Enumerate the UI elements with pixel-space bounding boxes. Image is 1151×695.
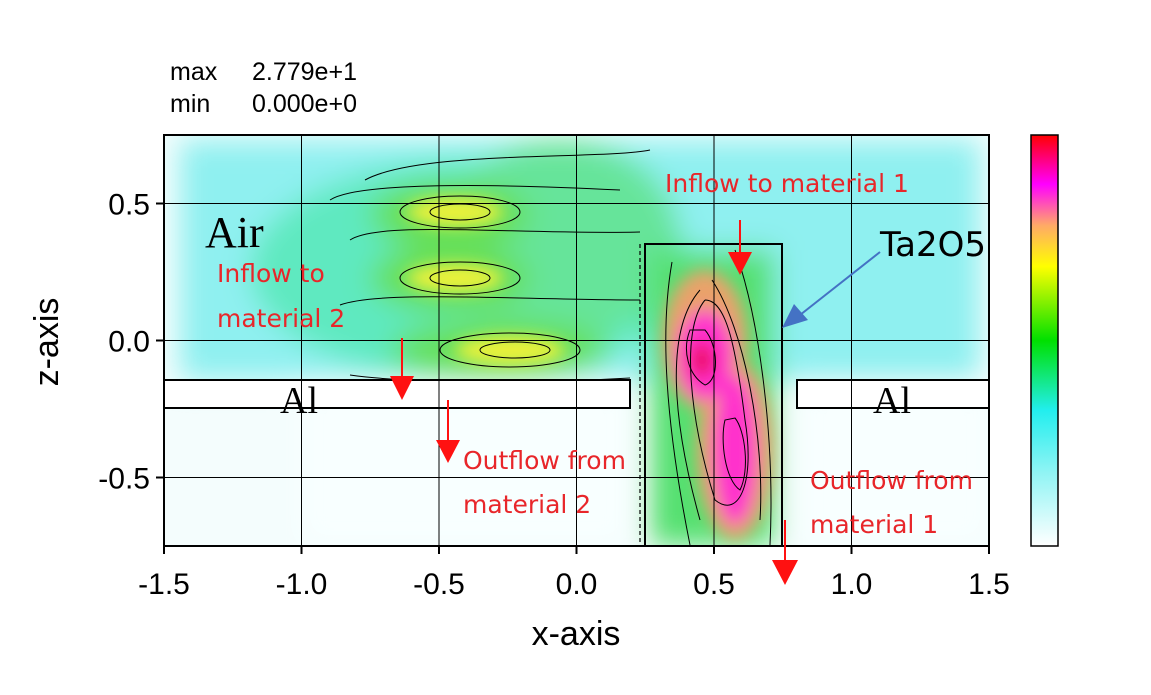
inflow-material-2-arrow <box>390 338 414 400</box>
min-row: min 0.000e+0 <box>170 90 357 119</box>
min-value: 0.000e+0 <box>252 90 357 118</box>
inflow-material-2-label-line1: Inflow to <box>217 259 325 288</box>
outflow-material-2-arrow <box>436 400 460 463</box>
air-label: Air <box>205 208 264 257</box>
x-tick-label: -1.0 <box>276 568 328 601</box>
outflow-material-1-label-line1: Outflow from <box>810 466 973 495</box>
x-axis-label: x-axis <box>532 615 621 653</box>
max-row: max 2.779e+1 <box>170 58 357 87</box>
outflow-material-2-label-line1: Outflow from <box>463 446 626 475</box>
inflow-material-2-label-line2: material 2 <box>217 304 345 333</box>
max-value: 2.779e+1 <box>252 58 357 86</box>
inflow-material-1-arrow <box>728 220 752 275</box>
outflow-material-1-arrow <box>772 520 798 585</box>
outflow-material-2-label-line2: material 2 <box>463 490 591 519</box>
al-right-label: Al <box>873 380 911 422</box>
al-left-label: Al <box>280 380 318 422</box>
grid-lines <box>164 135 989 546</box>
min-label: min <box>170 90 211 118</box>
x-tick-label: -1.5 <box>138 568 190 601</box>
x-tick-label: 1.5 <box>968 568 1010 601</box>
max-label: max <box>170 58 218 86</box>
x-tick-label: -0.5 <box>413 568 465 601</box>
colorbar <box>1030 134 1059 547</box>
y-tick-label: 0.5 <box>108 189 150 222</box>
x-tick-label: 0.0 <box>556 568 598 601</box>
ta2o5-pointer-arrow <box>782 251 881 328</box>
x-tick-label: 0.5 <box>693 568 735 601</box>
x-tick-label: 1.0 <box>831 568 873 601</box>
al-right-block <box>796 379 990 409</box>
inflow-material-1-label: Inflow to material 1 <box>665 169 909 198</box>
y-tick-label: 0.0 <box>108 326 150 359</box>
ta2o5-label: Ta2O5 <box>879 225 986 265</box>
y-axis-label: z-axis <box>28 298 66 387</box>
y-tick-label: -0.5 <box>98 463 150 496</box>
outflow-material-1-label-line2: material 1 <box>810 510 938 539</box>
